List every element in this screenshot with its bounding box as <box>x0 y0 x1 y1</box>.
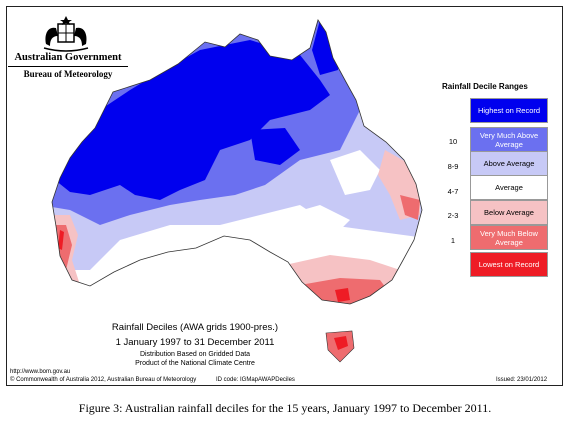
map-date-range: 1 January 1997 to 31 December 2011 <box>115 337 275 348</box>
legend-above-average: Above Average <box>470 151 548 176</box>
legend-code: 8-9 <box>447 162 459 171</box>
legend-average: Average <box>470 175 548 200</box>
legend-code: 10 <box>448 137 458 146</box>
agency-name: Bureau of Meteorology <box>8 66 128 79</box>
footer-issued-date: Issued: 23/01/2012 <box>496 377 548 383</box>
legend-highest-on-record: Highest on Record <box>470 98 548 123</box>
legend-code: 4-7 <box>447 187 459 196</box>
map-product-note: Product of the National Climate Centre <box>135 360 255 367</box>
legend-code: 2-3 <box>447 211 459 220</box>
footer-copyright: © Commonwealth of Australia 2012, Austra… <box>10 377 197 383</box>
footer-url: http://www.bom.gov.au <box>10 369 71 375</box>
legend-lowest-on-record: Lowest on Record <box>470 252 548 277</box>
map-distribution-note: Distribution Based on Gridded Data <box>139 351 251 358</box>
legend-title: Rainfall Decile Ranges <box>442 82 528 91</box>
footer-id-code: ID code: IGMapAWAPDeciles <box>216 377 295 383</box>
legend-code: 1 <box>450 236 456 245</box>
legend-below-average: Below Average <box>470 200 548 225</box>
legend-very-much-below-average: Very Much Below Average <box>470 225 548 250</box>
rainfall-decile-map <box>51 19 423 363</box>
government-name: Australian Government <box>14 52 122 63</box>
coat-of-arms-logo <box>43 16 89 52</box>
figure-caption: Figure 3: Australian rainfall deciles fo… <box>78 401 492 415</box>
map-title: Rainfall Deciles (AWA grids 1900-pres.) <box>111 322 279 333</box>
legend-very-much-above-average: Very Much Above Average <box>470 127 548 152</box>
